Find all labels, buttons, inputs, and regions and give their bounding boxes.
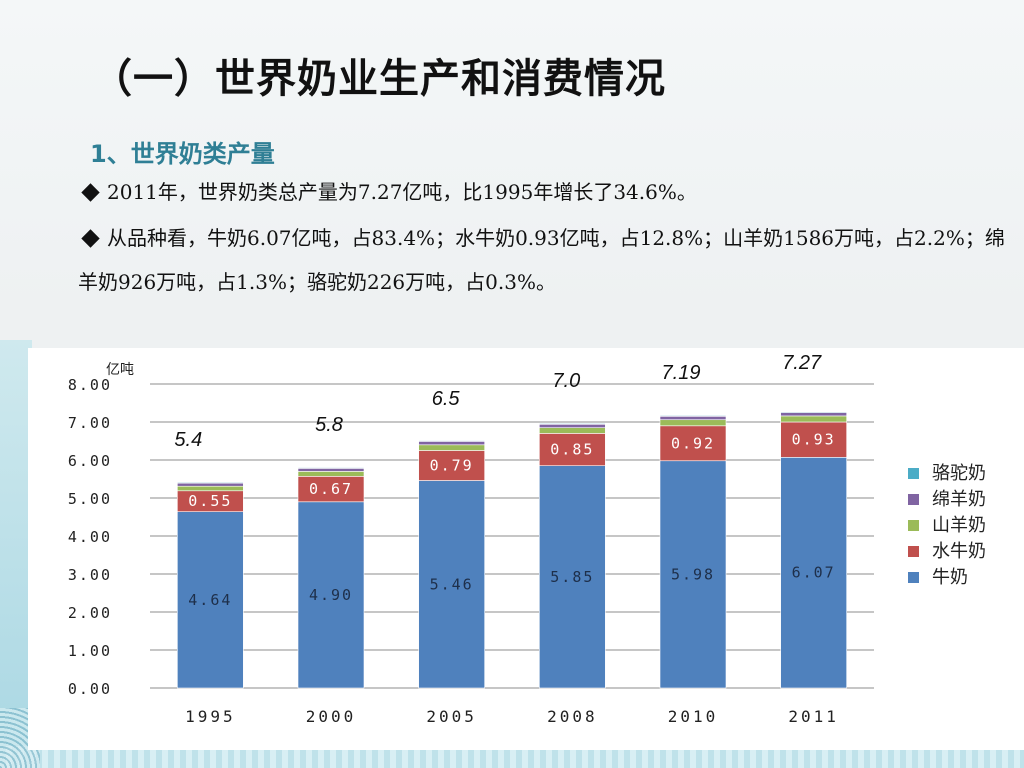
- x-tick-label: 1995: [185, 707, 236, 726]
- data-label: 0.67: [309, 480, 353, 498]
- x-tick-label: 2011: [788, 707, 839, 726]
- legend-swatch: [908, 494, 919, 505]
- data-label: 0.92: [671, 434, 715, 452]
- bar-segment: [297, 476, 365, 503]
- bar-segment: [418, 441, 485, 446]
- legend-swatch: [908, 468, 919, 479]
- bar-segment: [418, 444, 485, 451]
- legend-swatch: [908, 520, 919, 531]
- y-tick-label: 5.00: [68, 490, 112, 508]
- total-label: 5.8: [315, 414, 343, 436]
- y-tick-label: 4.00: [68, 528, 112, 546]
- bar-segment: [659, 419, 727, 427]
- bar-segment: [780, 421, 847, 458]
- data-label: 4.64: [188, 591, 232, 609]
- bar-segment: [659, 415, 727, 421]
- x-tick-label: 2008: [547, 707, 598, 726]
- bar-segment: [297, 468, 365, 472]
- data-label: 4.90: [309, 586, 353, 604]
- bar-segment: [539, 423, 606, 428]
- y-tick-label: 8.00: [68, 376, 112, 394]
- bar-segment: [659, 415, 727, 417]
- legend-label: 骆驼奶: [932, 463, 986, 484]
- legend-label: 牛奶: [932, 567, 968, 588]
- left-decorative-stripe: [0, 340, 32, 768]
- bullet-2-text: 从品种看，牛奶6.07亿吨，占83.4%；水牛奶0.93亿吨，占12.8%；山羊…: [78, 226, 1005, 294]
- x-tick-label: 2000: [306, 707, 357, 726]
- bar-segment: [177, 511, 244, 689]
- slide-subtitle: 1、世界奶类产量: [90, 140, 275, 168]
- bar-segment: [780, 415, 847, 423]
- legend-swatch: [908, 546, 919, 557]
- x-tick-label: 2010: [668, 707, 719, 726]
- bar-segment: [539, 427, 606, 434]
- bar-segment: [539, 423, 606, 425]
- y-tick-label: 7.00: [68, 414, 112, 432]
- data-label: 5.98: [671, 565, 715, 583]
- data-label: 6.07: [792, 564, 836, 582]
- data-label: 5.85: [550, 568, 594, 586]
- bar-segment: [297, 501, 365, 689]
- total-label: 5.4: [174, 429, 202, 451]
- bar-segment: [418, 480, 485, 689]
- data-label: 0.85: [550, 441, 594, 459]
- x-tick-label: 2005: [426, 707, 477, 726]
- bar-segment: [780, 412, 847, 417]
- data-label: 5.46: [430, 575, 474, 593]
- bullet-1: 2011年，世界奶类总产量为7.27亿吨，比1995年增长了34.6%。: [78, 170, 1008, 214]
- legend-label: 绵羊奶: [932, 489, 986, 510]
- total-label: 7.27: [782, 352, 822, 374]
- y-unit-label: 亿吨: [106, 362, 134, 378]
- bar-segment: [177, 482, 244, 484]
- y-tick-label: 0.00: [68, 680, 112, 698]
- bullet-1-text: 2011年，世界奶类总产量为7.27亿吨，比1995年增长了34.6%。: [107, 180, 697, 204]
- data-label: 0.79: [430, 457, 474, 475]
- y-tick-label: 2.00: [68, 604, 112, 622]
- total-label: 7.0: [552, 370, 580, 392]
- legend-label: 山羊奶: [932, 515, 986, 536]
- total-label: 7.19: [662, 362, 701, 384]
- data-label: 0.55: [188, 492, 232, 510]
- data-label: 0.93: [792, 431, 836, 449]
- bar-segment: [659, 425, 727, 462]
- bar-segment: [297, 467, 365, 469]
- legend-swatch: [908, 572, 919, 583]
- bar-segment: [177, 485, 244, 492]
- legend-label: 水牛奶: [932, 541, 986, 562]
- bar-segment: [418, 450, 485, 481]
- total-label: 6.5: [432, 388, 461, 410]
- bar-segment: [539, 465, 606, 689]
- slide-title: （一）世界奶业生产和消费情况: [92, 56, 666, 102]
- y-tick-label: 3.00: [68, 566, 112, 584]
- y-tick-label: 1.00: [68, 642, 112, 660]
- bullet-2: 从品种看，牛奶6.07亿吨，占83.4%；水牛奶0.93亿吨，占12.8%；山羊…: [78, 216, 1018, 304]
- bar-segment: [177, 482, 244, 487]
- bar-segment: [297, 471, 365, 477]
- bar-segment: [418, 440, 485, 442]
- y-tick-label: 6.00: [68, 452, 112, 470]
- bar-segment: [780, 411, 847, 413]
- bottom-decorative-stripe: [0, 746, 1024, 768]
- bar-segment: [659, 460, 727, 689]
- bar-segment: [539, 433, 606, 466]
